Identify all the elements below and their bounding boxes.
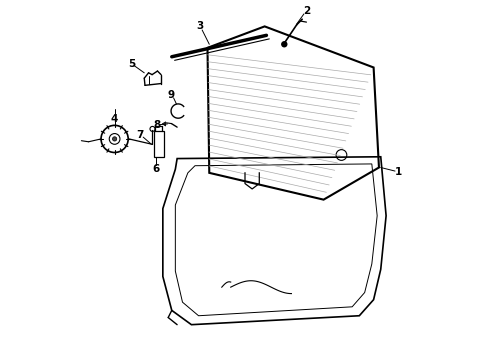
Circle shape bbox=[282, 42, 287, 47]
Text: 1: 1 bbox=[395, 167, 402, 177]
Text: 4: 4 bbox=[110, 114, 118, 124]
Circle shape bbox=[113, 137, 117, 141]
Text: 6: 6 bbox=[152, 163, 159, 174]
Bar bbox=[154, 131, 164, 157]
Text: 7: 7 bbox=[137, 130, 144, 140]
Text: 9: 9 bbox=[168, 90, 175, 100]
Text: 3: 3 bbox=[196, 21, 203, 31]
Text: 5: 5 bbox=[128, 59, 135, 68]
Polygon shape bbox=[162, 122, 166, 126]
Text: 8: 8 bbox=[153, 120, 160, 130]
Text: 2: 2 bbox=[303, 6, 310, 17]
